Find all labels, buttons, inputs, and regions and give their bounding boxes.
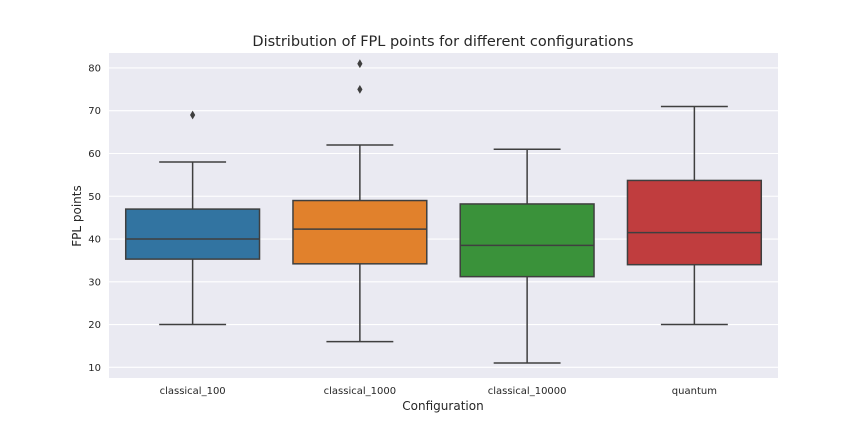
x-axis-ticks: classical_100 classical_1000 classical_100… (160, 386, 717, 397)
iqr-box (459, 203, 595, 278)
y-tick-label: 20 (88, 320, 101, 331)
y-axis-label: FPL points (70, 185, 84, 247)
outlier-point (357, 59, 363, 69)
y-tick-label: 80 (88, 63, 101, 74)
chart-title: Distribution of FPL points for different… (252, 34, 633, 50)
x-tick-label: classical_100 (160, 386, 226, 397)
x-axis-label: Configuration (402, 399, 483, 413)
y-tick-label: 50 (88, 192, 101, 203)
box-series (124, 59, 763, 364)
box-classical_100 (124, 110, 261, 326)
y-tick-label: 30 (88, 277, 101, 288)
y-tick-label: 10 (88, 363, 101, 374)
x-tick-label: classical_10000 (488, 386, 567, 397)
iqr-box (124, 208, 261, 260)
y-tick-label: 60 (88, 149, 101, 160)
iqr-box (292, 199, 428, 265)
x-tick-label: quantum (672, 386, 717, 397)
box-classical_10000 (459, 148, 595, 364)
iqr-box (626, 179, 763, 266)
y-tick-label: 40 (88, 235, 101, 246)
box-classical_1000 (292, 59, 428, 343)
box-quantum (626, 105, 763, 326)
outlier-point (357, 84, 363, 94)
y-axis-ticks: 10 20 30 40 50 60 70 80 (88, 63, 101, 373)
y-tick-label: 70 (88, 106, 101, 117)
outlier-point (190, 110, 196, 120)
x-tick-label: classical_1000 (324, 386, 396, 397)
